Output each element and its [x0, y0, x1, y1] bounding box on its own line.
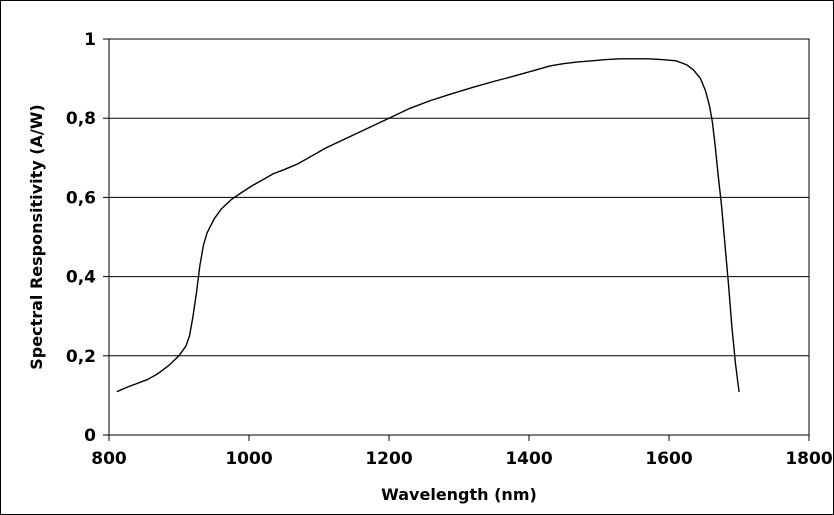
x-tick-label: 1000 [225, 449, 272, 469]
y-tick-label: 0,2 [66, 347, 96, 367]
y-tick-label: 1 [84, 30, 96, 50]
x-tick-label: 1400 [505, 449, 552, 469]
y-tick-labels: 0 0,2 0,4 0,6 0,8 1 [66, 30, 96, 446]
y-tick-label: 0,6 [66, 188, 96, 208]
x-tick-label: 1600 [645, 449, 692, 469]
y-axis-title: Spectral Responsitivity (A/W) [27, 104, 46, 369]
x-axis-title: Wavelength (nm) [381, 485, 537, 504]
axis-ticks [103, 38, 810, 441]
grid-lines [109, 117, 809, 357]
y-tick-label: 0 [84, 426, 96, 446]
x-tick-label: 1200 [365, 449, 412, 469]
x-tick-label: 1800 [785, 449, 832, 469]
x-tick-label: 800 [91, 449, 127, 469]
series-line-responsivity [116, 58, 740, 393]
x-tick-labels: 800 1000 1200 1400 1600 1800 [91, 449, 833, 469]
plot-area [108, 38, 810, 436]
y-tick-label: 0,4 [66, 268, 96, 288]
y-tick-label: 0,8 [66, 109, 96, 129]
